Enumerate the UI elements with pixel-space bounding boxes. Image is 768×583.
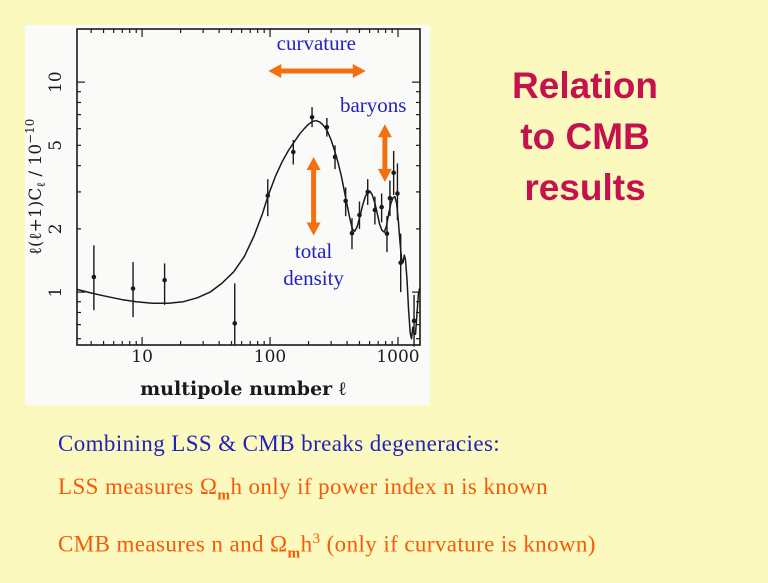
annotation-label-curvature: curvature [277,31,356,55]
annotation-label-baryons: baryons [340,93,407,117]
arrowhead-down-total-density [306,222,321,236]
x-axis-label: multipole number ℓ [140,378,346,400]
annotation-label-total-density: density [283,266,344,290]
y-tick-label: 2 [46,223,66,234]
cmb-figure-panel: 10 100 1000 1 2 5 10 multipole number ℓ ℓ(ℓ+1)Cℓ… [25,25,430,405]
bullet-line-1: Combining LSS & CMB breaks degeneracies: [58,431,501,456]
annotation-curvature: curvature [268,31,366,78]
x-tick-label: 100 [254,347,286,367]
slide-title-line-3: results [524,167,646,208]
bullet-line-2: LSS measures Ωmh only if power index n i… [58,474,548,504]
y-tick-label: 1 [46,287,66,298]
annotation-baryons: baryons [340,93,407,182]
arrowhead-down-baryons [377,168,392,182]
slide-title: Relation to CMB results [452,60,718,213]
cmb-chart-svg: 10 100 1000 1 2 5 10 multipole number ℓ ℓ(ℓ+1)Cℓ… [25,28,421,400]
arrowhead-up-total-density [306,156,321,170]
data-points [91,107,417,347]
model-curve [76,119,421,340]
arrowhead-up-baryons [377,124,392,138]
x-tick-label: 1000 [376,347,419,367]
y-tick-label: 5 [46,140,66,151]
arrowhead-right-curvature [352,63,366,78]
plot-frame [76,28,421,346]
slide-title-line-1: Relation [512,65,658,106]
arrowhead-left-curvature [268,63,282,78]
axis-ticks [77,29,420,345]
annotation-total-density: total density [283,156,344,290]
bullets: Combining LSS & CMB breaks degeneracies:… [58,431,596,583]
chart-annotations: curvature baryons total density [268,31,406,290]
slide-title-line-2: to CMB [520,116,650,157]
annotation-label-total-density: total [295,239,332,263]
x-tick-label: 10 [131,347,153,367]
y-axis-label: ℓ(ℓ+1)Cℓ / 10−10 [25,119,48,256]
bullet-line-3: CMB measures n and Ωmh3 (only if curvatu… [58,529,596,561]
y-tick-label: 10 [46,71,66,93]
